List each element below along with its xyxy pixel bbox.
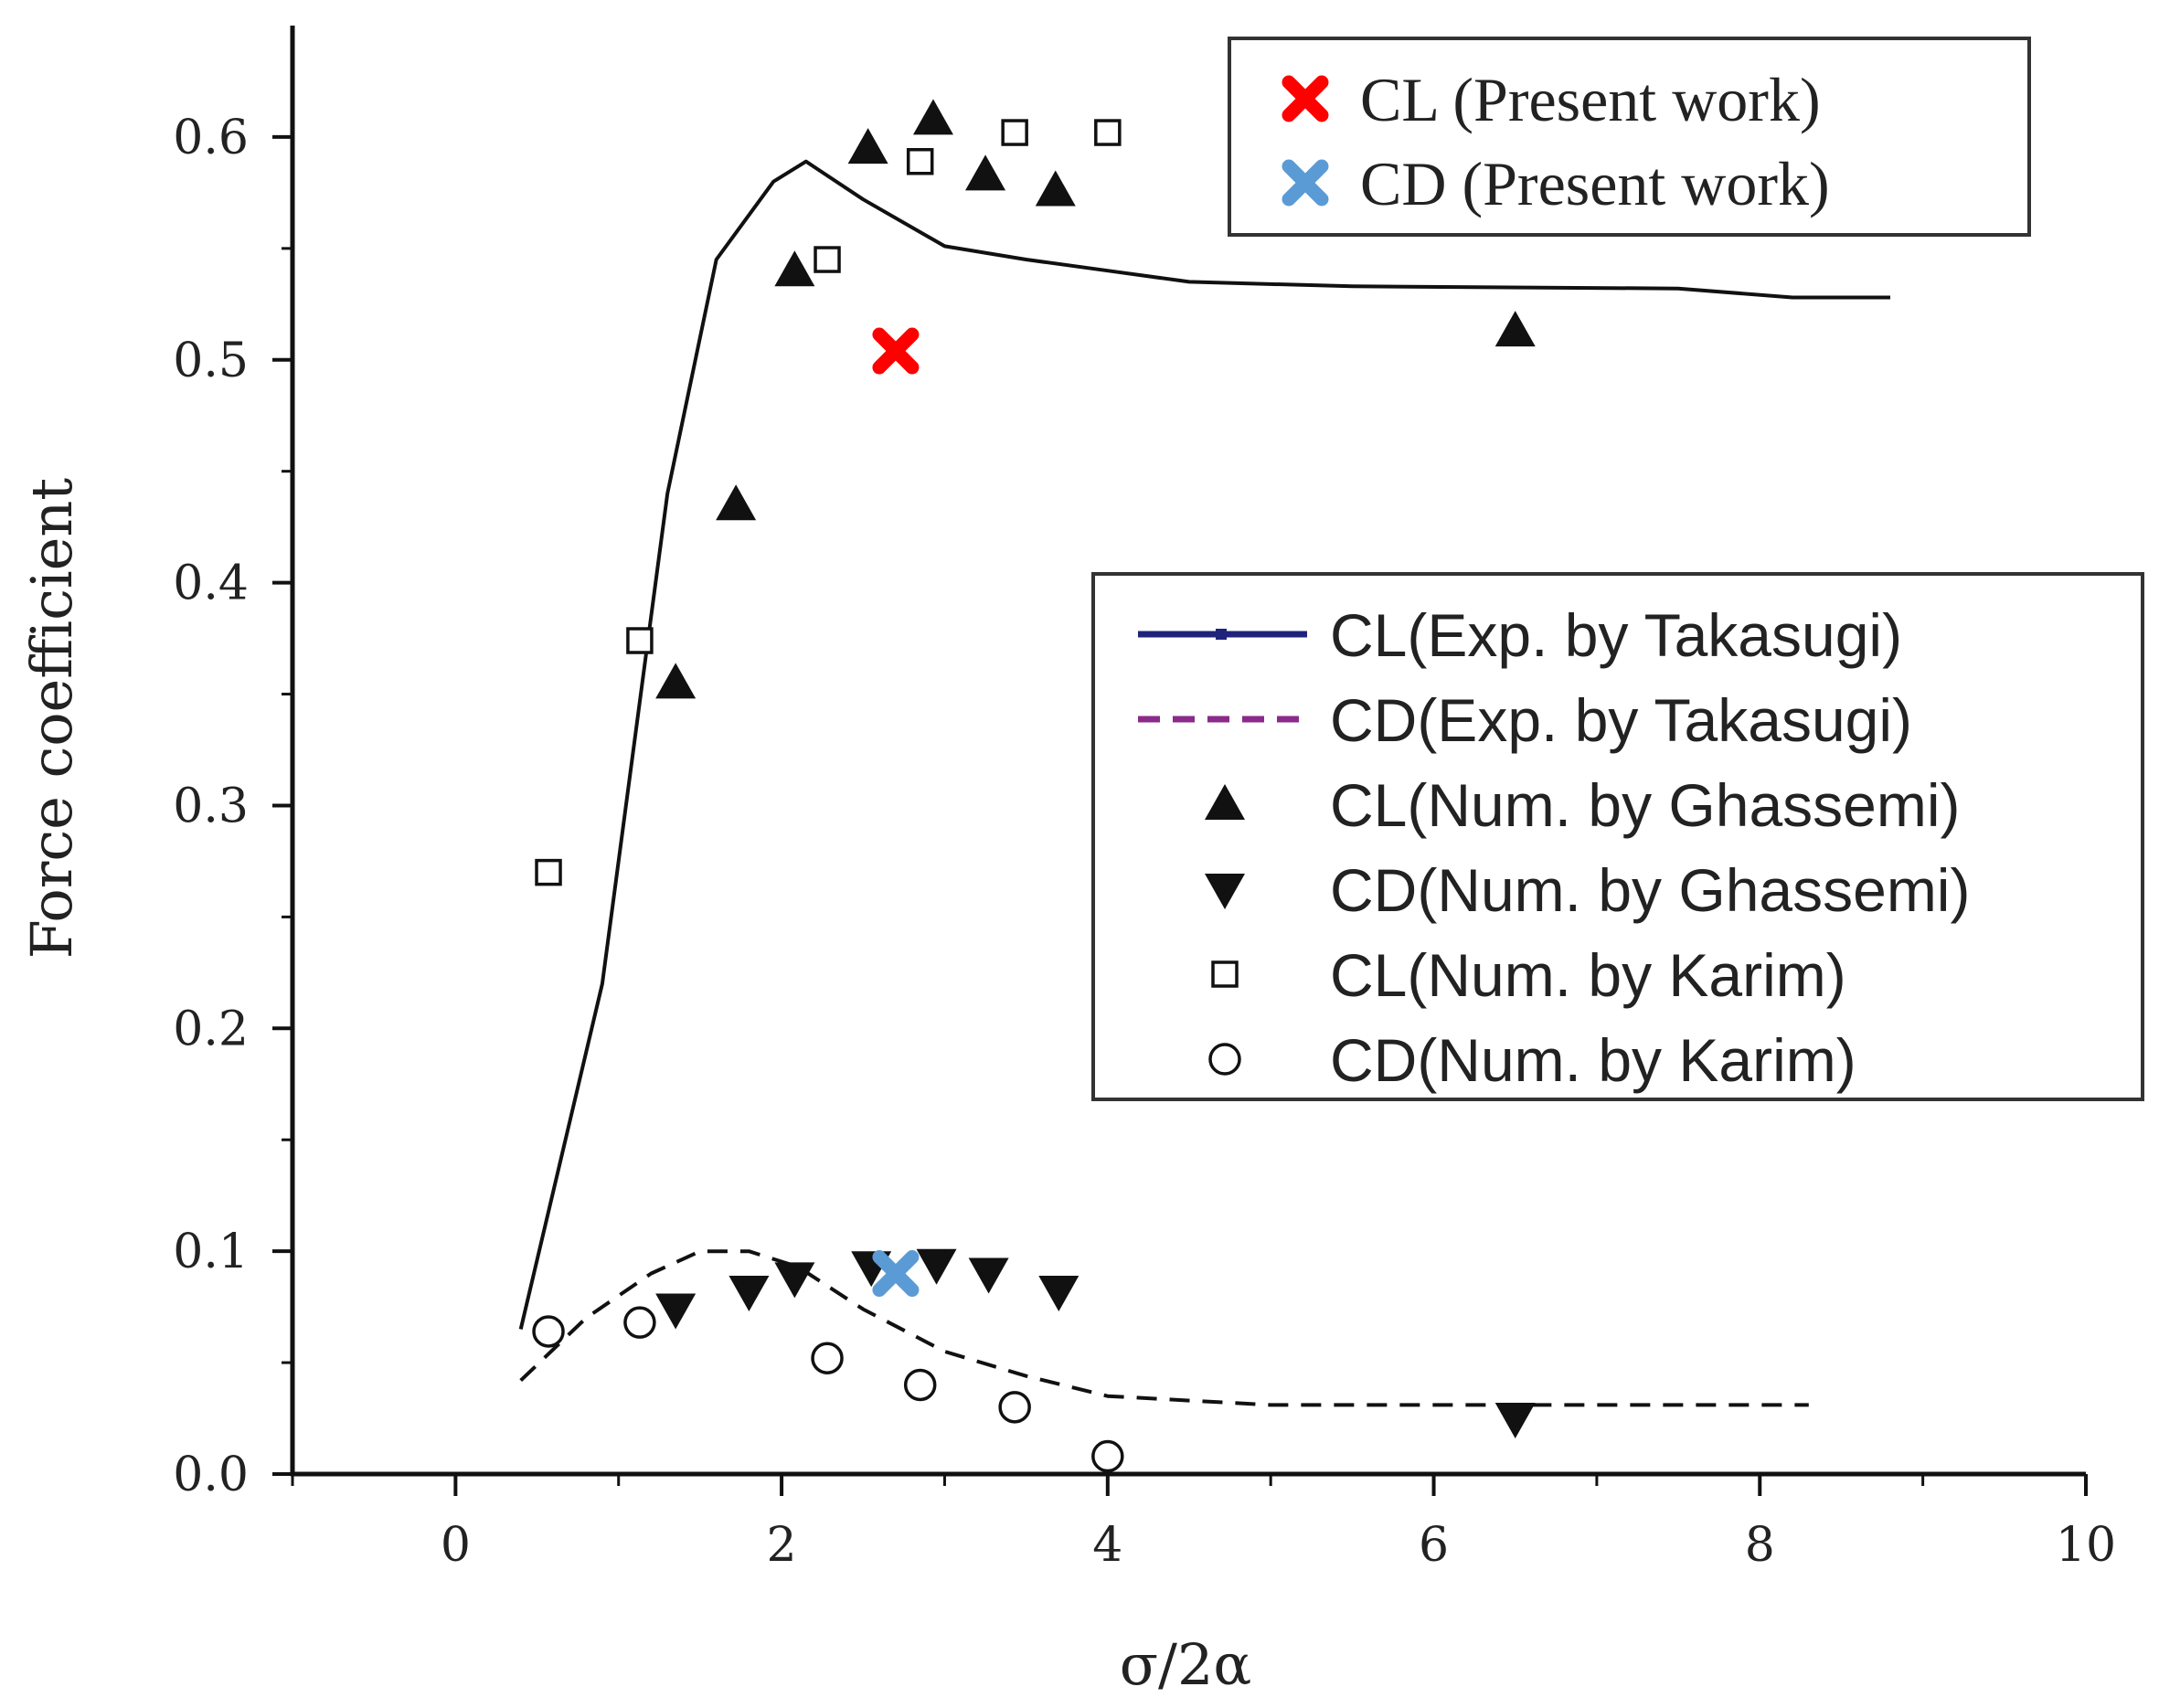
y-axis-title: Force coefficient bbox=[18, 478, 85, 960]
point-cd-num-by-ghassemi bbox=[729, 1276, 770, 1312]
point-cl-num-by-karim bbox=[535, 858, 562, 886]
legend-swatch-dot bbox=[1216, 629, 1227, 640]
x-tick-label: 4 bbox=[1092, 1518, 1122, 1573]
x-tick-label: 2 bbox=[767, 1518, 797, 1573]
x-stroke bbox=[1282, 159, 1329, 207]
point-cl-num-by-karim bbox=[814, 246, 841, 273]
point-cl-num-by-karim bbox=[1094, 119, 1122, 146]
series-lines bbox=[518, 159, 1890, 1407]
legend-present-work: CL (Present work) CD (Present work) bbox=[1228, 37, 2031, 237]
point-cd-num-by-ghassemi bbox=[774, 1262, 815, 1299]
x-stroke bbox=[872, 327, 920, 375]
legend-label: CD(Exp. by Takasugi) bbox=[1330, 686, 1912, 754]
legend-label: CL(Exp. by Takasugi) bbox=[1330, 601, 1902, 669]
x-stroke bbox=[1282, 75, 1329, 122]
x-tick-label: 10 bbox=[2056, 1518, 2116, 1573]
point-cl-num-by-ghassemi bbox=[847, 128, 888, 164]
point-cl-present-work bbox=[872, 327, 920, 375]
legend-marker bbox=[1208, 1043, 1241, 1076]
legend-marker bbox=[1211, 960, 1239, 988]
point-cl-num-by-ghassemi bbox=[912, 99, 953, 135]
point-cd-num-by-karim bbox=[623, 1306, 656, 1339]
series-markers bbox=[532, 99, 1536, 1473]
point-cd-num-by-ghassemi bbox=[916, 1248, 957, 1285]
x-tick-label: 6 bbox=[1419, 1518, 1449, 1573]
point-cd-num-by-karim bbox=[1091, 1439, 1124, 1473]
legend-marker bbox=[1282, 159, 1329, 207]
point-cd-num-by-karim bbox=[532, 1315, 565, 1348]
legend-label: CL(Num. by Karim) bbox=[1330, 941, 1846, 1009]
legend-marker bbox=[1205, 874, 1245, 909]
ticks: 0 2 4 6 8 10 0.0 0.1 0.2 0.3 0.4 0.5 0.6 bbox=[173, 111, 2116, 1573]
point-cd-num-by-karim bbox=[903, 1368, 937, 1402]
point-cd-num-by-ghassemi bbox=[968, 1257, 1009, 1294]
series-line-cl-exp-by-takasugi bbox=[518, 159, 1890, 1330]
legend-label: CL (Present work) bbox=[1360, 65, 1821, 134]
axes bbox=[290, 26, 2086, 1477]
legend-label: CL(Num. by Ghassemi) bbox=[1330, 771, 1961, 839]
x-stroke bbox=[872, 1250, 920, 1298]
point-cl-num-by-ghassemi bbox=[1035, 170, 1076, 207]
point-cd-num-by-karim bbox=[811, 1342, 844, 1374]
point-cl-num-by-ghassemi bbox=[655, 663, 697, 699]
point-cd-num-by-karim bbox=[998, 1391, 1031, 1424]
x-tick-label: 8 bbox=[1745, 1518, 1775, 1573]
point-cl-num-by-ghassemi bbox=[716, 484, 757, 521]
point-cl-num-by-karim bbox=[1001, 119, 1028, 146]
point-cl-num-by-karim bbox=[906, 147, 934, 175]
legend-label: CD(Num. by Karim) bbox=[1330, 1026, 1856, 1094]
point-cl-num-by-ghassemi bbox=[1494, 311, 1536, 347]
y-tick-label: 0.2 bbox=[173, 1002, 249, 1056]
legend-box bbox=[1228, 37, 2031, 237]
y-tick-label: 0.3 bbox=[173, 779, 249, 833]
y-tick-label: 0.1 bbox=[173, 1225, 249, 1279]
y-tick-label: 0.6 bbox=[173, 111, 249, 165]
legend-marker bbox=[1205, 784, 1245, 820]
x-tick-label: 0 bbox=[441, 1518, 471, 1573]
point-cd-num-by-ghassemi bbox=[655, 1293, 697, 1330]
point-cl-num-by-karim bbox=[626, 627, 654, 654]
point-cl-num-by-ghassemi bbox=[965, 154, 1006, 191]
point-cd-present-work bbox=[872, 1250, 920, 1298]
legend-marker bbox=[1282, 75, 1329, 122]
legend-label: CD (Present work) bbox=[1360, 149, 1830, 218]
x-axis-title: σ/2α bbox=[1120, 1631, 1252, 1698]
legend-reference-data: CL(Exp. by Takasugi) CD(Exp. by Takasugi)… bbox=[1091, 572, 2144, 1101]
y-tick-label: 0.5 bbox=[173, 334, 249, 388]
y-tick-label: 0.0 bbox=[173, 1448, 249, 1502]
legend-box bbox=[1091, 572, 2144, 1101]
y-tick-label: 0.4 bbox=[173, 557, 249, 611]
point-cd-num-by-ghassemi bbox=[1038, 1276, 1080, 1312]
series-line-cd-exp-by-takasugi bbox=[519, 1249, 1809, 1407]
legend-label: CD(Num. by Ghassemi) bbox=[1330, 856, 1970, 924]
point-cl-num-by-ghassemi bbox=[774, 250, 815, 287]
point-cd-num-by-ghassemi bbox=[1494, 1403, 1536, 1439]
